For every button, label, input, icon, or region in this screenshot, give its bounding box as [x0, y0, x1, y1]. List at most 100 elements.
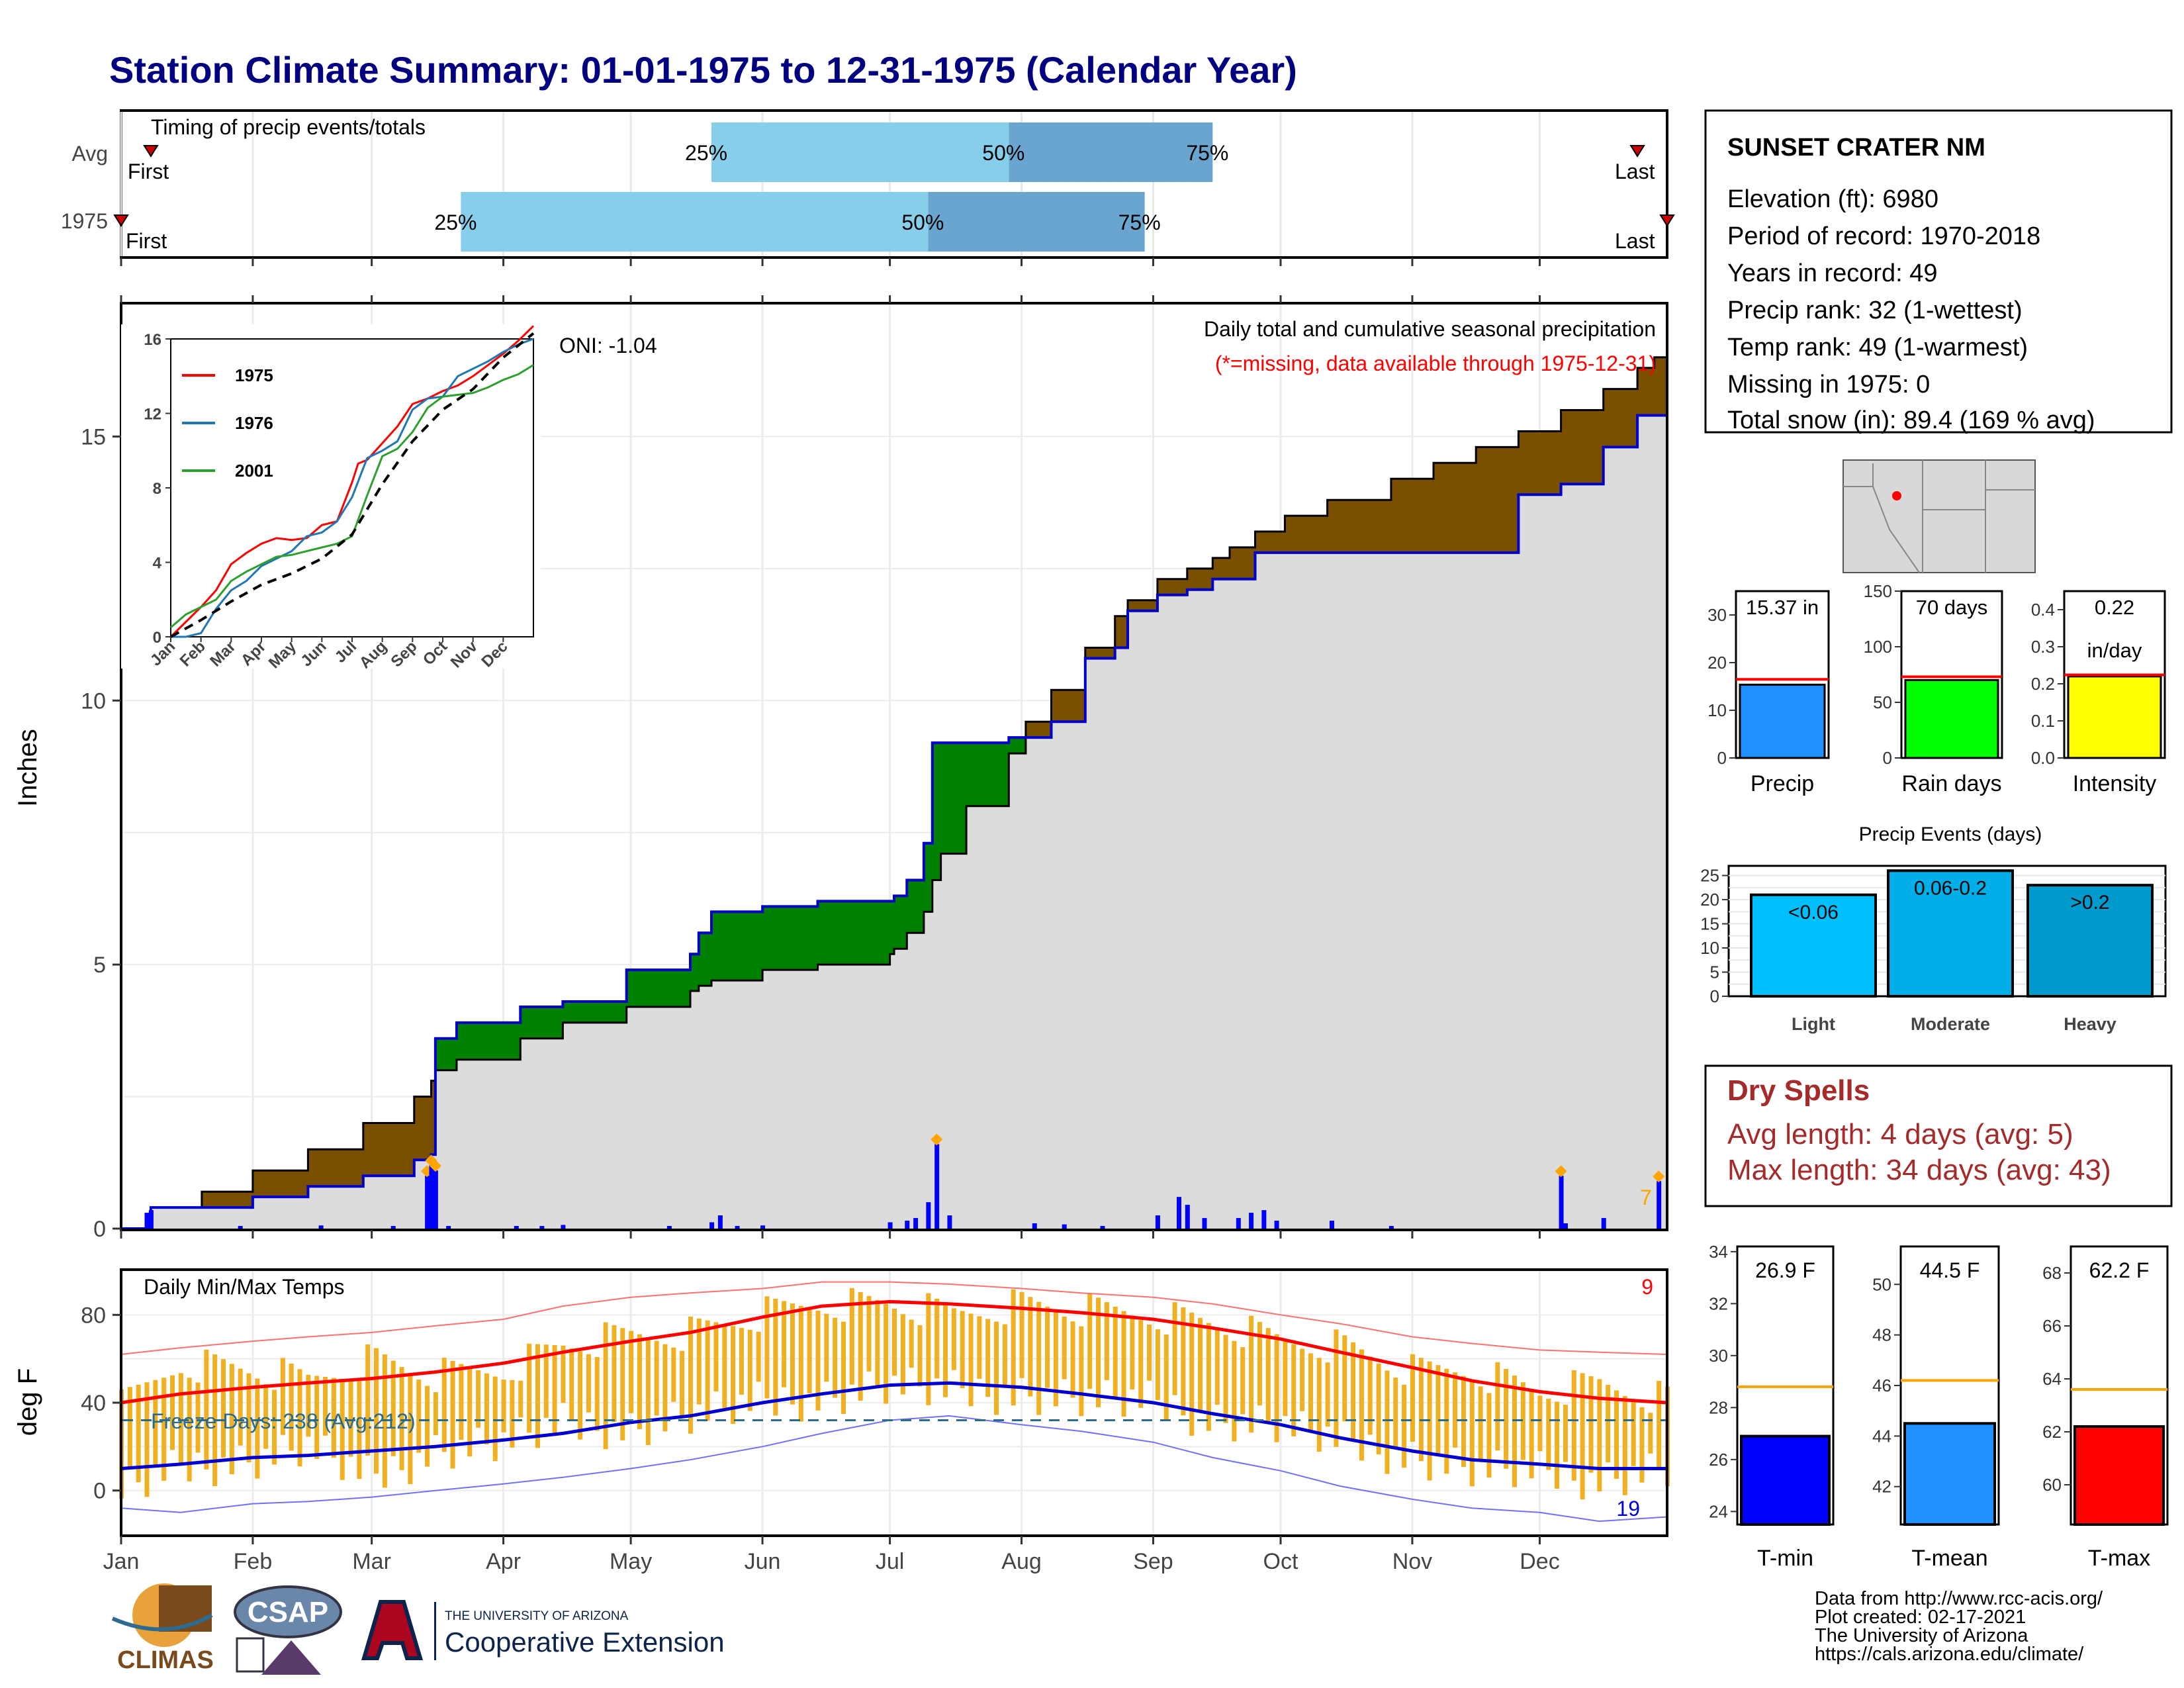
temp-bar-ytick-label: 28 — [1709, 1397, 1728, 1417]
daily-temp-bar — [977, 1316, 982, 1379]
daily-precip-bar — [1274, 1221, 1279, 1229]
inset-series-line — [170, 364, 534, 629]
precip-subheader: (*=missing, data available through 1975-… — [1215, 352, 1656, 375]
daily-temp-bar — [1274, 1334, 1279, 1442]
daily-temp-bar — [815, 1310, 821, 1411]
daily-temp-bar — [518, 1380, 523, 1418]
events-bar — [1887, 869, 2014, 998]
temp-bar-label: T-max — [2088, 1546, 2150, 1571]
daily-temp-bar — [1512, 1376, 1517, 1487]
mini-bar-value — [1904, 679, 1999, 759]
daily-temp-bar — [985, 1319, 991, 1397]
csap-logo: CSAP — [234, 1585, 342, 1675]
daily-temp-bar — [1461, 1376, 1466, 1468]
daily-temp-bar — [1631, 1401, 1636, 1466]
tmax-count-label: 9 — [1641, 1275, 1653, 1299]
daily-temp-bar — [943, 1304, 948, 1397]
temp-bar-value-label: 62.2 F — [2089, 1258, 2150, 1282]
daily-temp-bar — [790, 1303, 795, 1405]
daily-temp-bar — [968, 1313, 974, 1407]
timing-bar-50-75 — [1009, 122, 1213, 182]
timing-row-avg-label: Avg — [71, 142, 108, 165]
daily-temp-bar — [153, 1380, 158, 1466]
inset-series-line — [171, 338, 534, 638]
timing-p50-label: 50% — [982, 141, 1024, 165]
daily-temp-bar — [807, 1308, 812, 1393]
mini-bar-ytick-label: 0.3 — [2031, 637, 2055, 657]
daily-precip-bar — [148, 1210, 154, 1229]
daily-temp-bar — [1249, 1315, 1254, 1433]
daily-precip-bar — [905, 1221, 910, 1229]
csap-bars — [236, 1637, 265, 1673]
daily-temp-bar — [246, 1373, 251, 1462]
ua-small-text: THE UNIVERSITY OF ARIZONA — [445, 1609, 629, 1623]
month-tick-label: Feb — [234, 1549, 273, 1574]
events-ytick-label: 25 — [1700, 866, 1719, 886]
daily-temp-bar — [637, 1334, 642, 1429]
daily-temp-bar — [229, 1364, 234, 1475]
month-tick-label: Aug — [1001, 1549, 1042, 1574]
daily-temp-bar — [1096, 1297, 1101, 1407]
daily-temp-bar — [1351, 1342, 1356, 1441]
daily-precip-marker — [1555, 1165, 1567, 1178]
climas-logo-text: CLIMAS — [117, 1646, 214, 1674]
daily-precip-bar — [318, 1225, 324, 1229]
timing-p25-label: 25% — [434, 211, 477, 234]
daily-precip-bar — [561, 1225, 566, 1229]
month-tick-label: Jul — [876, 1549, 904, 1574]
events-ytick-label: 20 — [1700, 890, 1719, 910]
daily-temp-bar — [1563, 1405, 1568, 1462]
daily-temp-bar — [696, 1318, 702, 1405]
daily-temp-bar — [561, 1345, 566, 1403]
station-line: Total snow (in): 89.4 (169 % avg) — [1727, 406, 2095, 434]
daily-temp-bar — [1113, 1306, 1118, 1399]
daily-temp-bar — [1172, 1302, 1177, 1395]
daily-temp-bar — [331, 1378, 336, 1458]
mini-bar-value-label: 0.22 — [2095, 596, 2134, 619]
daily-temp-bar — [1163, 1335, 1169, 1421]
mini-bar-ytick-label: 100 — [1864, 637, 1892, 657]
daily-temp-bar — [1028, 1297, 1033, 1397]
daily-temp-bar — [1495, 1362, 1500, 1451]
ua-logo: THE UNIVERSITY OF ARIZONA Cooperative Ex… — [361, 1600, 725, 1660]
temp-ytick-label: 0 — [93, 1479, 106, 1504]
page-title: Station Climate Summary: 01-01-1975 to 1… — [109, 49, 1297, 91]
daily-precip-bar — [144, 1213, 150, 1229]
station-info-box: SUNSET CRATER NM Elevation (ft): 6980 Pe… — [1704, 109, 2173, 434]
timing-label: Timing of precip events/totals — [151, 115, 426, 139]
timing-p75-label: 75% — [1186, 141, 1228, 165]
daily-temp-bar — [510, 1380, 515, 1448]
daily-precip-bar — [425, 1176, 430, 1229]
daily-temp-bar — [1130, 1315, 1135, 1390]
dry-spells-avg: Avg length: 4 days (avg: 5) — [1727, 1118, 2073, 1150]
daily-temp-bar — [1070, 1321, 1075, 1398]
daily-temp-bar — [467, 1367, 473, 1457]
daily-temp-bar — [127, 1387, 132, 1468]
daily-temp-bar — [1478, 1386, 1483, 1460]
temp-bar-ytick-label: 62 — [2042, 1422, 2062, 1442]
daily-temp-bar — [323, 1376, 328, 1436]
daily-temp-bar — [212, 1354, 218, 1487]
daily-temp-bar — [357, 1381, 362, 1479]
daily-precip-bar — [1062, 1224, 1067, 1229]
daily-temp-bar — [1622, 1395, 1627, 1495]
daily-temp-bar — [578, 1351, 583, 1440]
month-tick-label: Mar — [352, 1549, 391, 1574]
daily-precip-bar — [1155, 1215, 1160, 1229]
daily-temp-bar — [1606, 1384, 1611, 1463]
daily-temp-bar — [773, 1298, 778, 1416]
temp-bar-value-label: 26.9 F — [1755, 1258, 1815, 1282]
daily-temp-bar — [1325, 1362, 1330, 1427]
avg-tmax-line — [120, 1299, 1668, 1405]
daily-temp-bar — [136, 1384, 141, 1483]
events-title: Precip Events (days) — [1859, 823, 2042, 845]
daily-temp-bar — [756, 1331, 761, 1382]
daily-temp-bar — [662, 1344, 668, 1432]
daily-temp-bar — [705, 1320, 710, 1421]
daily-temp-bar — [731, 1326, 736, 1425]
daily-temp-bar — [612, 1325, 617, 1423]
daily-temp-bar — [875, 1299, 880, 1388]
daily-temp-bar — [1580, 1373, 1585, 1500]
